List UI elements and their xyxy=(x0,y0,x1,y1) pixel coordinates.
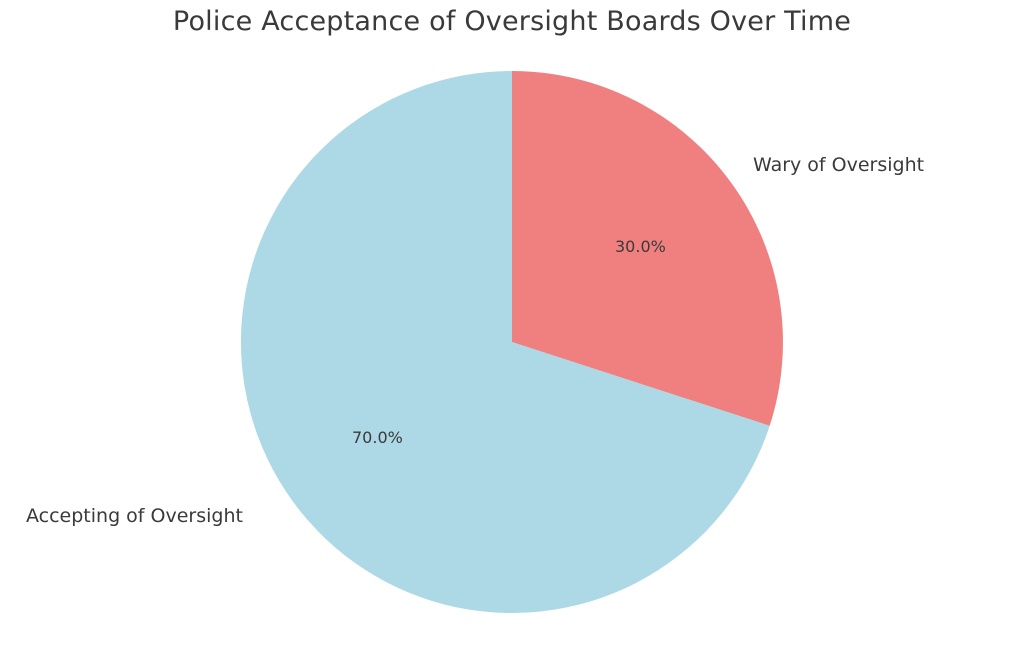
slice-label-wary: Wary of Oversight xyxy=(753,154,925,176)
slice-label-accepting: Accepting of Oversight xyxy=(26,505,243,527)
chart-title: Police Acceptance of Oversight Boards Ov… xyxy=(172,6,852,37)
slice-wary-of-oversight xyxy=(512,71,783,426)
pct-label-wary: 30.0% xyxy=(615,237,666,256)
pct-label-accepting: 70.0% xyxy=(352,428,403,447)
slice-accepting-of-oversight xyxy=(240,71,770,613)
